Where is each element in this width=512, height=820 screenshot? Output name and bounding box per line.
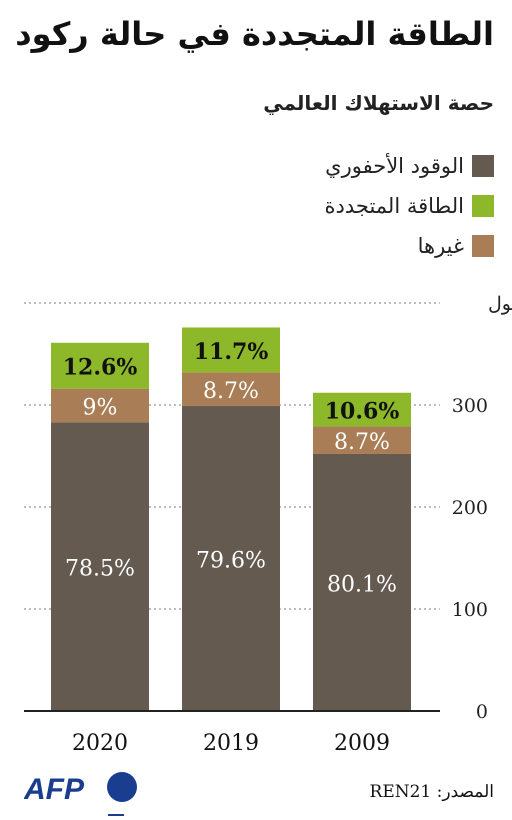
legend-item-renewable: الطاقة المتجددة <box>194 186 494 226</box>
y-tick-100: 100 <box>452 599 488 621</box>
x-tick-2009: 2009 <box>334 731 390 750</box>
bar-segment-2020-2 <box>51 342 149 389</box>
legend-item-fossil: الوقود الأحفوري <box>194 146 494 186</box>
legend-swatch-renewable <box>472 195 494 217</box>
chart-subtitle: حصة الاستهلاك العالمي <box>263 91 494 115</box>
legend-item-other: غيرها <box>194 226 494 266</box>
y-axis-unit-label: 400 إكساجول <box>488 293 512 315</box>
legend-label-fossil: الوقود الأحفوري <box>325 154 464 178</box>
data-label-2020-1: 9% <box>83 396 118 421</box>
afp-logo: AFP <box>24 772 137 806</box>
legend-swatch-other <box>472 235 494 257</box>
bar-segment-2019-0 <box>182 406 280 711</box>
x-tick-2019: 2019 <box>203 731 259 750</box>
data-label-2009-0: 80.1% <box>327 572 397 597</box>
bar-segment-2009-0 <box>313 453 411 711</box>
data-label-2019-2: 11.7% <box>194 339 269 365</box>
bar-segment-2009-2 <box>313 392 411 427</box>
legend: الوقود الأحفوري الطاقة المتجددة غيرها <box>194 146 494 266</box>
data-label-2020-0: 78.5% <box>65 557 135 582</box>
bar-segment-2019-1 <box>182 372 280 407</box>
afp-logo-text: AFP <box>24 773 85 806</box>
afp-logo-circle <box>107 772 137 802</box>
stacked-bar-chart: 78.5% 79.6% 80.1% 9% 8.7% 8.7% 12.6% 11.7% 10.6%… <box>24 293 512 750</box>
bar-segment-2009-1 <box>313 426 411 454</box>
legend-label-other: غيرها <box>417 234 464 258</box>
legend-label-renewable: الطاقة المتجددة <box>324 194 464 218</box>
data-label-2019-0: 79.6% <box>196 549 266 574</box>
y-tick-200: 200 <box>452 497 488 519</box>
x-tick-2020: 2020 <box>72 731 128 750</box>
footer-accent-line <box>108 814 124 816</box>
y-tick-0: 0 <box>476 701 488 723</box>
data-label-2009-1: 8.7% <box>334 430 390 455</box>
bar-segment-2020-1 <box>51 388 149 423</box>
source-note: المصدر: REN21 <box>369 782 494 802</box>
data-label-2009-2: 10.6% <box>325 399 400 425</box>
chart-title: الطاقة المتجددة في حالة ركود <box>15 15 494 53</box>
data-label-2020-2: 12.6% <box>63 355 138 381</box>
legend-swatch-fossil <box>472 155 494 177</box>
bar-segment-2019-2 <box>182 327 280 373</box>
y-tick-300: 300 <box>452 395 488 417</box>
data-label-2019-1: 8.7% <box>203 379 259 404</box>
bar-segment-2020-0 <box>51 422 149 711</box>
